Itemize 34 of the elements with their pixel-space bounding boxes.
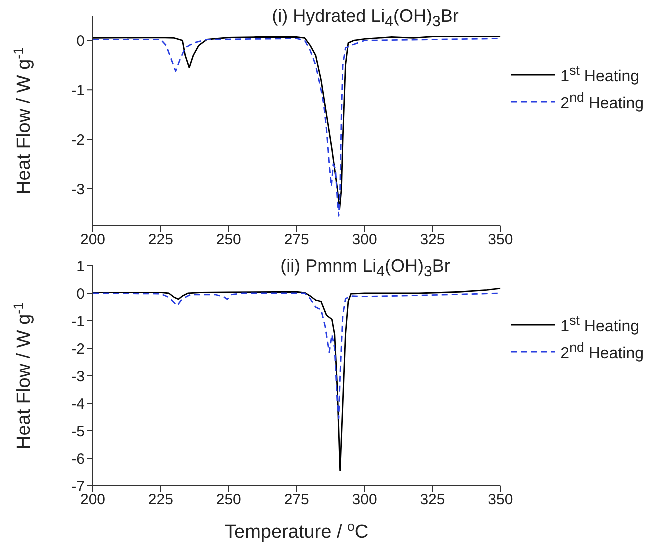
- y-tick-label: 1: [76, 258, 85, 276]
- y-tick-label: -6: [72, 450, 85, 468]
- y-tick-label: -1: [72, 313, 85, 330]
- y-tick-label: -4: [72, 396, 85, 413]
- x-tick-label: 325: [420, 232, 446, 249]
- x-tick-label: 250: [216, 232, 242, 249]
- x-tick-label: 350: [488, 232, 514, 249]
- legend-label: 1$^{st}$ Heating: [560, 313, 640, 336]
- x-tick-label: 325: [420, 492, 446, 509]
- y-tick-label: -2: [72, 340, 85, 358]
- y-tick-label: 0: [76, 33, 85, 50]
- legend-label: 2$^{nd}$ Heating: [560, 340, 644, 364]
- y-tick-label: -3: [72, 368, 85, 386]
- line-series: [93, 292, 501, 420]
- chart-title: (i) Hydrated Li$_{4}$(OH)$_{3}$Br: [271, 6, 460, 31]
- y-tick-label: -1: [72, 82, 85, 100]
- legend-label: 1$^{st}$ Heating: [560, 63, 640, 86]
- y-tick-label: -2: [72, 132, 85, 149]
- x-tick-label: 300: [352, 232, 378, 249]
- x-tick-label: 300: [352, 492, 378, 509]
- x-tick-label: 225: [148, 232, 174, 249]
- y-tick-label: -3: [72, 181, 85, 198]
- chart-title: (ii) Pmnm Li$_{4}$(OH)$_{3}$Br: [280, 256, 452, 281]
- x-tick-label: 275: [284, 232, 310, 249]
- x-tick-label: 275: [284, 492, 310, 509]
- x-tick-label: 250: [216, 492, 242, 509]
- y-tick-label: -5: [72, 423, 85, 440]
- x-tick-label: 200: [80, 232, 106, 249]
- x-tick-label: 225: [148, 492, 174, 509]
- y-tick-label: 0: [76, 286, 85, 303]
- legend-label: 2$^{nd}$ Heating: [560, 90, 644, 114]
- line-series: [93, 288, 501, 472]
- x-tick-label: 350: [488, 492, 514, 509]
- x-axis-title: Temperature / $^{o}$C: [225, 518, 369, 543]
